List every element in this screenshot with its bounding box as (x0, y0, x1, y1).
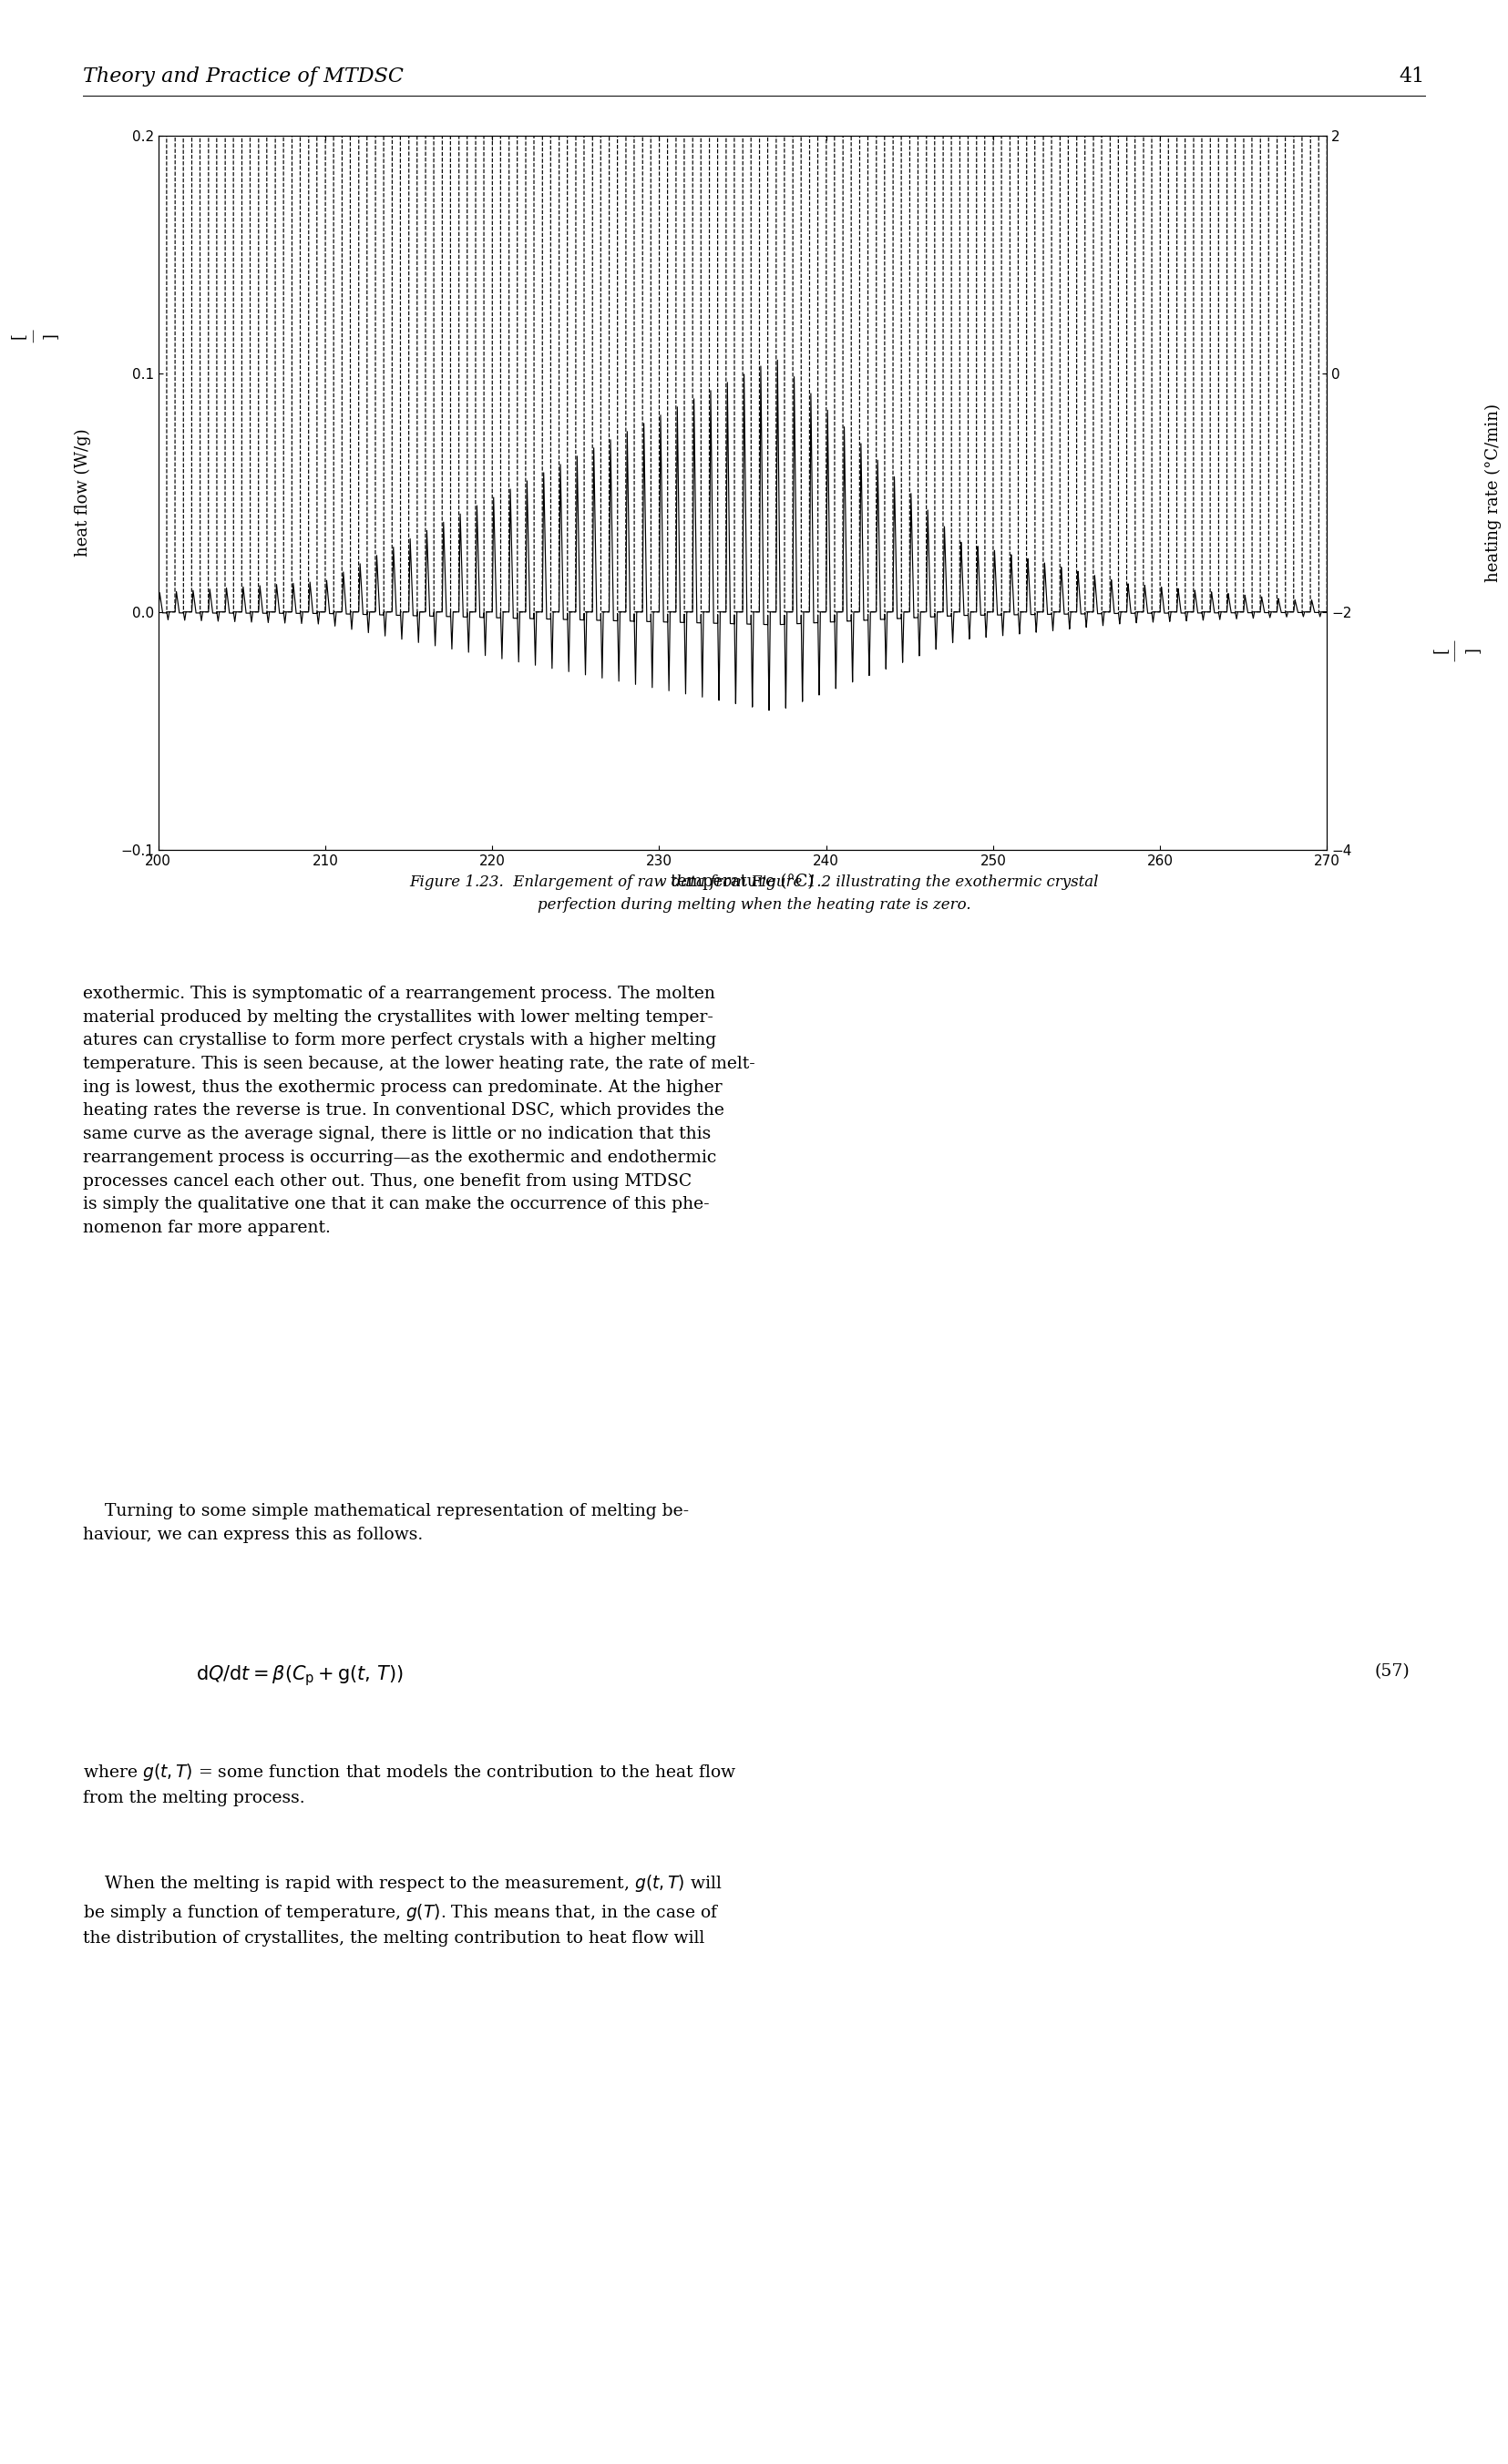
X-axis label: temperature (°C): temperature (°C) (671, 872, 814, 890)
Text: (57): (57) (1375, 1663, 1410, 1680)
Text: exothermic. This is symptomatic of a rearrangement process. The molten
material : exothermic. This is symptomatic of a rea… (83, 986, 756, 1237)
Text: ]: ] (1464, 648, 1479, 653)
Text: Turning to some simple mathematical representation of melting be-
haviour, we ca: Turning to some simple mathematical repr… (83, 1503, 689, 1542)
Text: Figure 1.23.  Enlargement of raw data from Figure 1.2 illustrating the exothermi: Figure 1.23. Enlargement of raw data fro… (409, 875, 1099, 912)
Text: heating rate (°C/min): heating rate (°C/min) (1484, 404, 1502, 582)
Text: [: [ (11, 333, 26, 338)
Text: —: — (27, 328, 39, 342)
Text: $\mathrm{d}Q/\mathrm{d}t = \beta(C_{\mathrm{p}} + \mathrm{g}(t,\,T))$: $\mathrm{d}Q/\mathrm{d}t = \beta(C_{\mat… (196, 1663, 404, 1688)
Text: 41: 41 (1399, 67, 1425, 86)
Text: ——: —— (1449, 638, 1461, 660)
Text: When the melting is rapid with respect to the measurement, $g(t, T)$ will
be sim: When the melting is rapid with respect t… (83, 1873, 722, 1947)
Text: ]: ] (42, 333, 57, 338)
Text: Theory and Practice of MTDSC: Theory and Practice of MTDSC (83, 67, 404, 86)
Text: [: [ (1433, 648, 1448, 653)
Text: heat flow (W/g): heat flow (W/g) (74, 429, 92, 557)
Text: where $g(t, T)$ = some function that models the contribution to the heat flow
fr: where $g(t, T)$ = some function that mod… (83, 1762, 736, 1806)
